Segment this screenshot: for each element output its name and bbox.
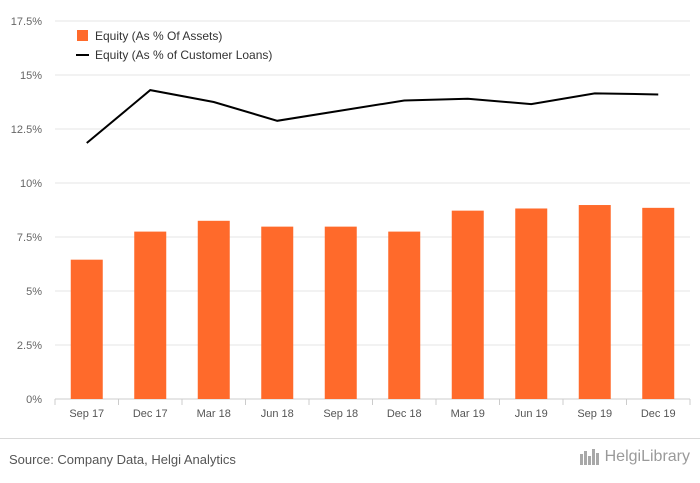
x-axis: Sep 17 Dec 17 Mar 18 Jun 18 Sep 18 Dec 18 Mar … bbox=[55, 399, 690, 420]
x-tick-label: Dec 17 bbox=[133, 408, 168, 420]
x-tick-label: Sep 19 bbox=[577, 408, 612, 420]
bar[interactable] bbox=[515, 208, 547, 399]
y-tick-label: 10% bbox=[20, 178, 42, 190]
helgi-library-logo[interactable]: HelgiLibrary bbox=[579, 448, 690, 466]
y-tick-label: 7.5% bbox=[17, 232, 42, 244]
y-tick-label: 12.5% bbox=[11, 124, 42, 136]
bar[interactable] bbox=[198, 221, 230, 399]
legend: Equity (As % Of Assets) Equity (As % of C… bbox=[76, 29, 272, 62]
bar[interactable] bbox=[325, 227, 357, 399]
y-tick-label: 0% bbox=[26, 394, 42, 406]
bar[interactable] bbox=[261, 227, 293, 399]
legend-label: Equity (As % of Customer Loans) bbox=[95, 48, 272, 62]
y-tick-label: 2.5% bbox=[17, 340, 42, 352]
line-path[interactable] bbox=[87, 90, 659, 143]
x-tick-label: Mar 18 bbox=[197, 408, 231, 420]
bar[interactable] bbox=[388, 232, 420, 399]
footer: Source: Company Data, Helgi Analytics He… bbox=[0, 438, 700, 483]
x-tick-label: Jun 19 bbox=[515, 408, 548, 420]
bar[interactable] bbox=[134, 232, 166, 399]
x-tick-label: Sep 18 bbox=[323, 408, 358, 420]
legend-item[interactable]: Equity (As % Of Assets) bbox=[77, 29, 222, 43]
legend-item[interactable]: Equity (As % of Customer Loans) bbox=[76, 48, 272, 62]
bar[interactable] bbox=[71, 260, 103, 399]
y-axis: 0% 2.5% 5% 7.5% 10% 12.5% 15% 17.5% bbox=[11, 16, 42, 406]
x-tick-label: Dec 19 bbox=[641, 408, 676, 420]
bar[interactable] bbox=[642, 208, 674, 399]
x-tick-label: Mar 19 bbox=[451, 408, 485, 420]
y-tick-label: 15% bbox=[20, 70, 42, 82]
helgi-library-icon bbox=[579, 448, 601, 466]
x-tick-label: Sep 17 bbox=[69, 408, 104, 420]
chart: 0% 2.5% 5% 7.5% 10% 12.5% 15% 17.5% Sep 17 Dec 1… bbox=[0, 0, 700, 438]
x-tick-label: Jun 18 bbox=[261, 408, 294, 420]
line-series bbox=[87, 90, 659, 143]
source-note: Source: Company Data, Helgi Analytics bbox=[9, 452, 236, 467]
logo-text: HelgiLibrary bbox=[605, 448, 690, 466]
legend-swatch-bar bbox=[77, 30, 88, 41]
x-tick-label: Dec 18 bbox=[387, 408, 422, 420]
legend-label: Equity (As % Of Assets) bbox=[95, 29, 222, 43]
bar[interactable] bbox=[579, 205, 611, 399]
bar[interactable] bbox=[452, 211, 484, 399]
bar-series bbox=[71, 205, 675, 399]
y-tick-label: 17.5% bbox=[11, 16, 42, 28]
y-tick-label: 5% bbox=[26, 286, 42, 298]
